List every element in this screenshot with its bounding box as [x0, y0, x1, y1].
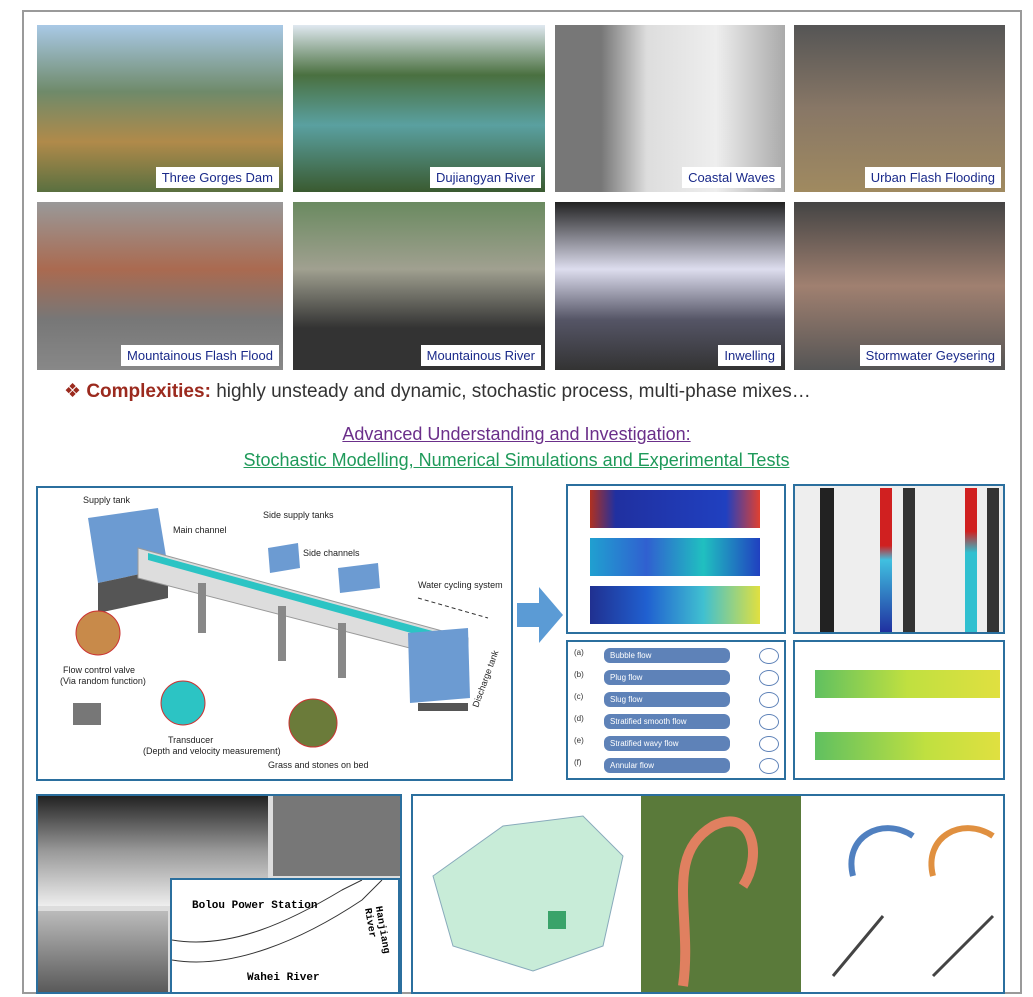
photo-caption: Coastal Waves	[682, 167, 781, 188]
complexities-line: ❖ Complexities: highly unsteady and dyna…	[64, 381, 811, 402]
regime-letter: (c)	[574, 692, 584, 701]
river-label: Wahei River	[247, 972, 320, 984]
regime-section	[759, 736, 779, 752]
photo-caption: Mountainous River	[420, 345, 541, 366]
regime-letter: (f)	[574, 758, 582, 767]
flow-regime: (e) Stratified wavy flow	[574, 736, 779, 752]
photo: Dujiangyan River	[293, 25, 545, 192]
regime-letter: (a)	[574, 648, 584, 657]
label-transducer-note: (Depth and velocity measurement)	[143, 746, 281, 756]
photo-caption: Inwelling	[718, 345, 781, 366]
heading-line-2: Stochastic Modelling, Numerical Simulati…	[243, 450, 790, 470]
label-main-channel: Main channel	[173, 525, 227, 535]
flow-regime-panel: (a) Bubble flow (b) Plug flow (c) Slug flow (d…	[566, 640, 786, 780]
column-panel	[793, 484, 1005, 634]
photo-caption: Mountainous Flash Flood	[121, 345, 279, 366]
flume-diagram: Supply tank Main channel Side supply tan…	[60, 495, 503, 770]
heading-line-1: Advanced Understanding and Investigation…	[342, 424, 691, 444]
complexities-label: Complexities:	[86, 381, 211, 402]
label-water-cycling: Water cycling system	[418, 580, 503, 590]
regime-section	[759, 692, 779, 708]
label-transducer: Transducer	[168, 735, 213, 745]
regime-name: Annular flow	[604, 758, 730, 773]
label-supply-tank: Supply tank	[83, 495, 131, 505]
regime-name: Slug flow	[604, 692, 730, 707]
station-label: Bolou Power Station	[192, 900, 318, 912]
simulation-panel	[566, 484, 786, 634]
photo: Stormwater Geysering	[794, 202, 1005, 370]
regime-name: Stratified smooth flow	[604, 714, 730, 729]
map-graphics	[432, 796, 995, 992]
regime-letter: (d)	[574, 714, 584, 723]
photo-caption: Stormwater Geysering	[859, 345, 1001, 366]
photo-caption: Urban Flash Flooding	[864, 167, 1001, 188]
label-valve-note: (Via random function)	[60, 676, 146, 686]
flow-regime: (f) Annular flow	[574, 758, 779, 774]
regime-section	[759, 670, 779, 686]
photo: Urban Flash Flooding	[794, 25, 1005, 192]
contour-panel	[793, 640, 1005, 780]
photo-caption: Dujiangyan River	[430, 167, 541, 188]
regime-letter: (b)	[574, 670, 584, 679]
map-panel	[411, 794, 1005, 994]
arrow	[517, 587, 563, 643]
photo: Mountainous Flash Flood	[37, 202, 283, 370]
label-valve: Flow control valve	[63, 665, 135, 675]
label-grass: Grass and stones on bed	[268, 760, 369, 770]
photo: Inwelling	[555, 202, 785, 370]
photo: Mountainous River	[293, 202, 545, 370]
regime-name: Bubble flow	[604, 648, 730, 663]
regime-section	[759, 758, 779, 774]
station-panel: Bolou Power Station Wahei River Hanjiang…	[36, 794, 402, 994]
label-side-channels: Side channels	[303, 548, 360, 558]
photo: Three Gorges Dam	[37, 25, 283, 192]
flume-panel: Supply tank Main channel Side supply tan…	[36, 486, 513, 781]
complexities-text: highly unsteady and dynamic, stochastic …	[216, 381, 811, 402]
label-side-supply-tanks: Side supply tanks	[263, 510, 334, 520]
flow-regime: (b) Plug flow	[574, 670, 779, 686]
regime-name: Plug flow	[604, 670, 730, 685]
flow-regime: (c) Slug flow	[574, 692, 779, 708]
regime-name: Stratified wavy flow	[604, 736, 730, 751]
flow-regime: (a) Bubble flow	[574, 648, 779, 664]
photo: Coastal Waves	[555, 25, 785, 192]
regime-letter: (e)	[574, 736, 584, 745]
flow-regime: (d) Stratified smooth flow	[574, 714, 779, 730]
label-discharge: Discharge tank	[470, 648, 500, 708]
regime-section	[759, 648, 779, 664]
photo-caption: Three Gorges Dam	[155, 167, 279, 188]
regime-section	[759, 714, 779, 730]
